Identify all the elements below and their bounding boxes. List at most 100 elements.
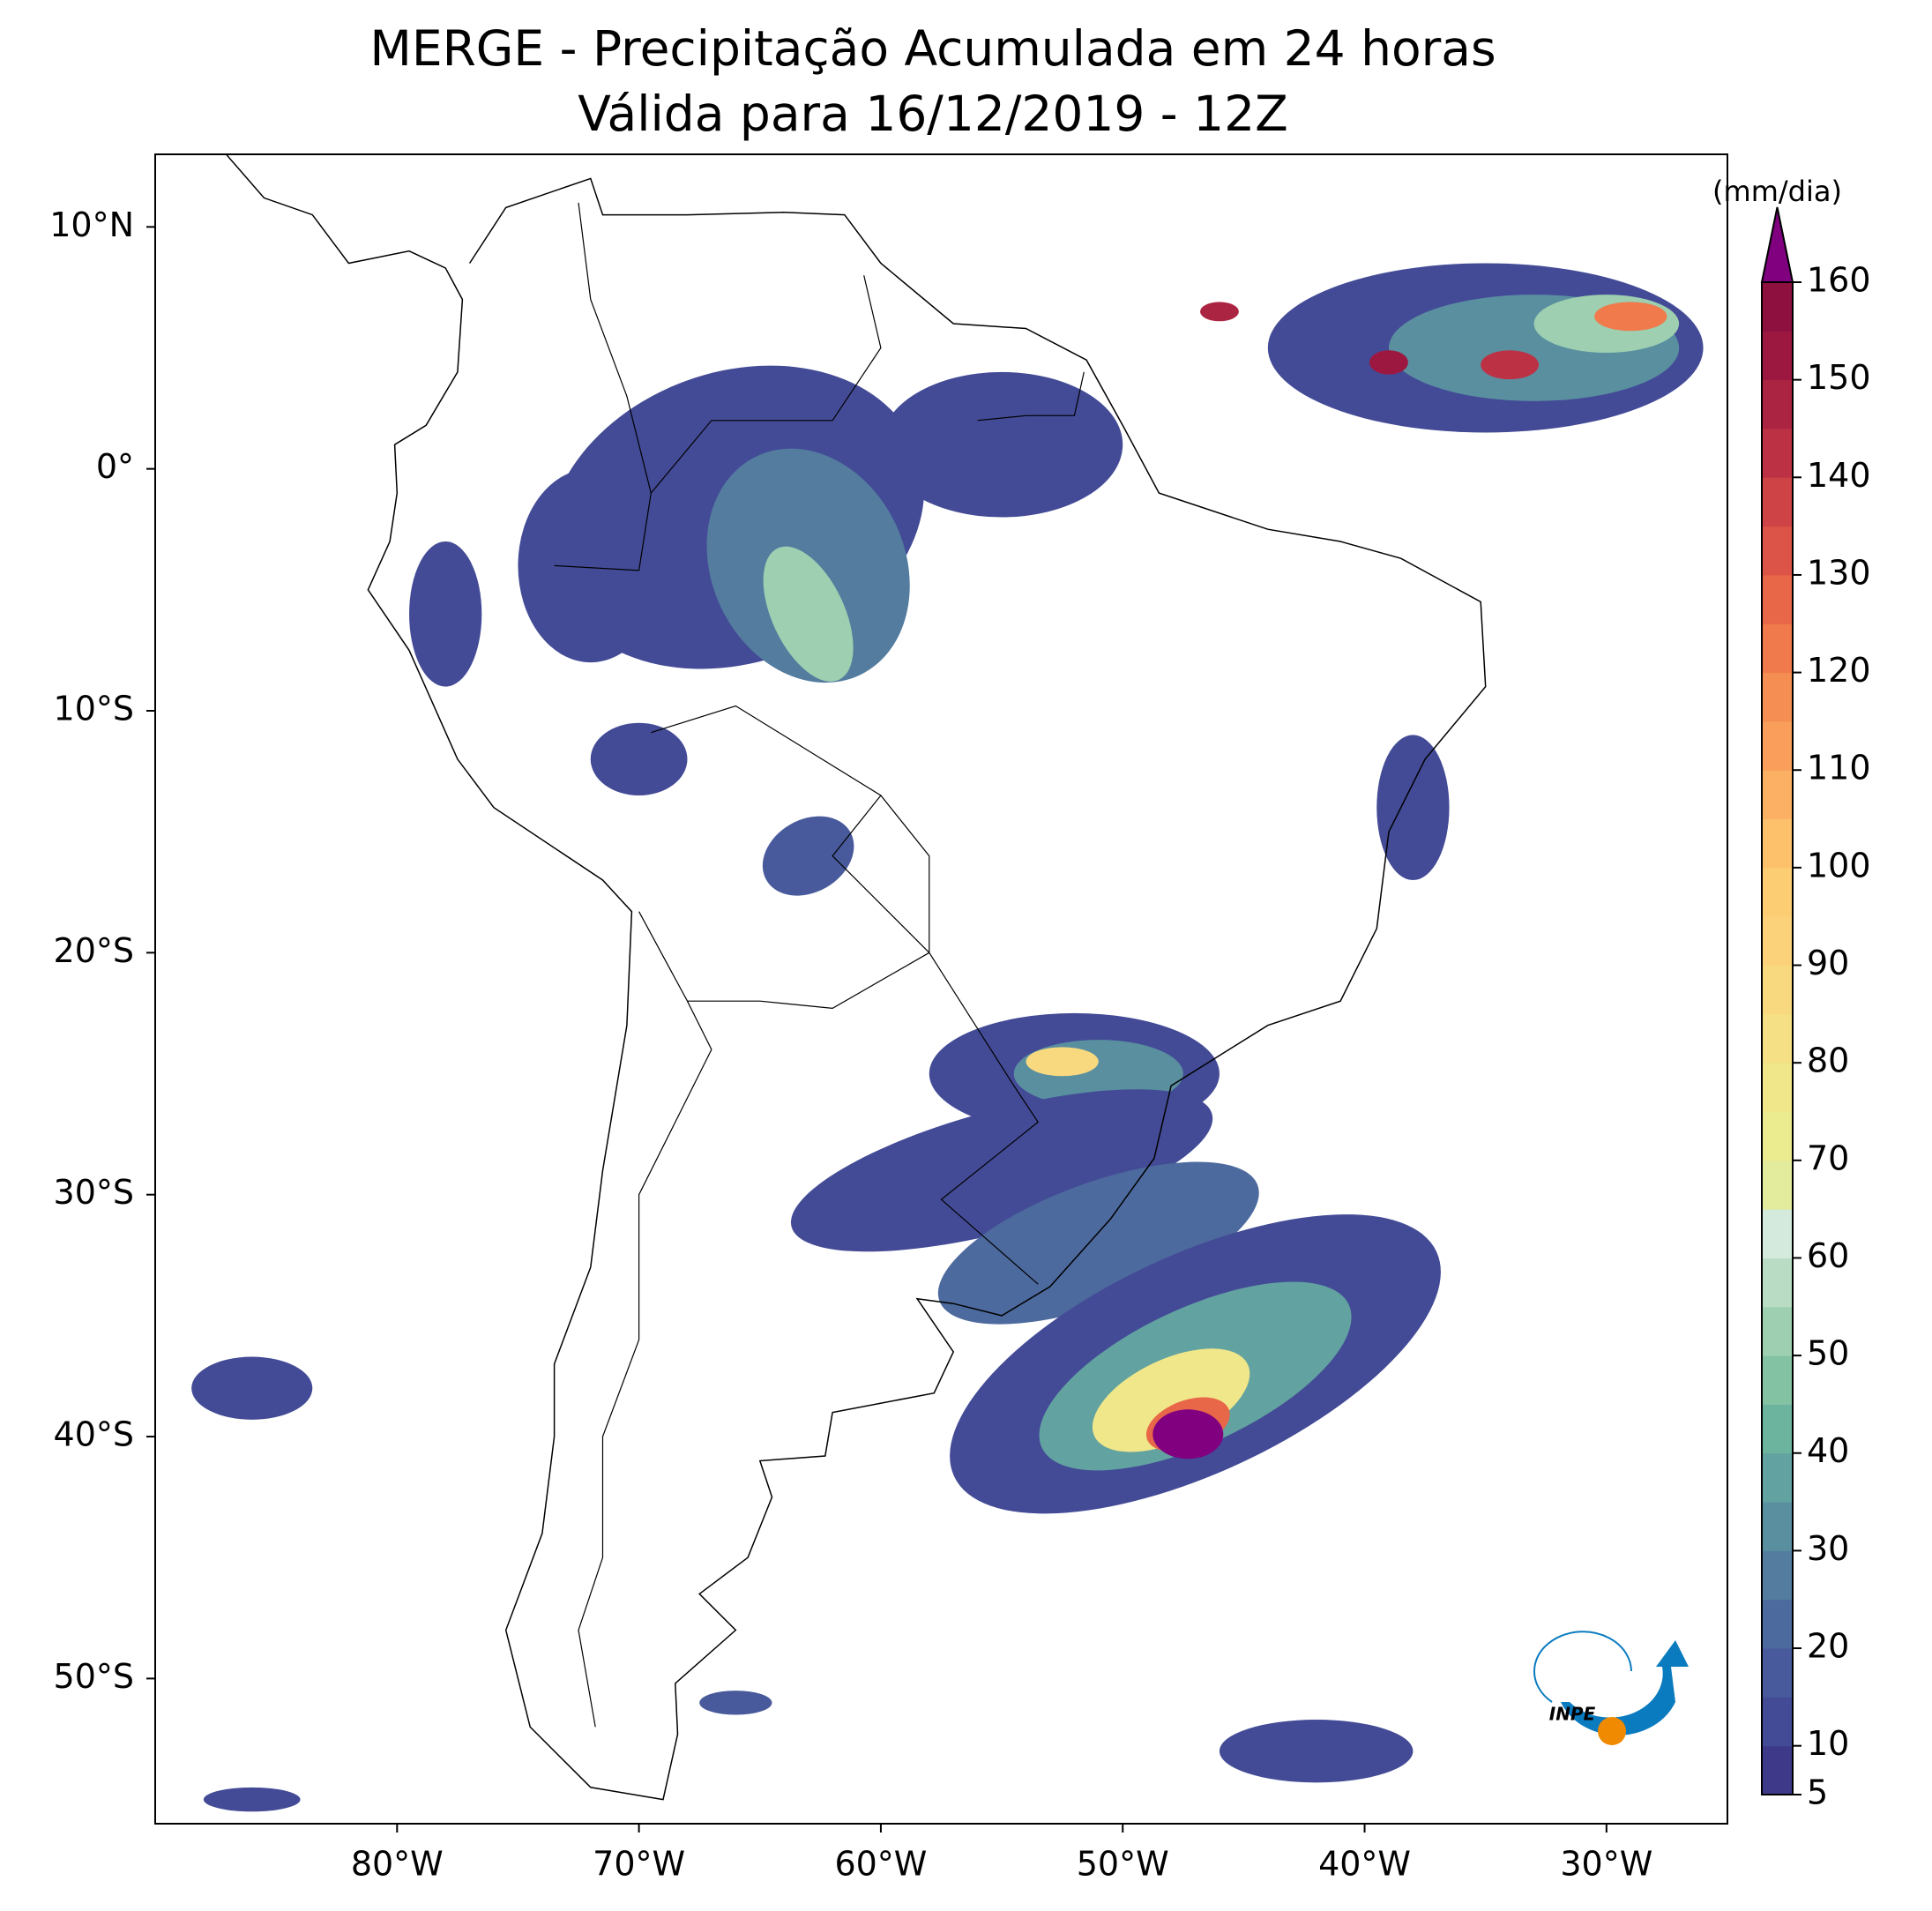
country-border [832, 795, 930, 953]
country-border [578, 1000, 712, 1728]
colorbar-tick-label: 100 [1807, 846, 1871, 885]
colorbar-bin [1762, 867, 1793, 917]
precip-area [1219, 1720, 1414, 1783]
y-tick-label: 10°N [49, 205, 134, 244]
colorbar-bin [1762, 1502, 1793, 1551]
precip-area [1481, 350, 1540, 380]
colorbar-bin [1762, 916, 1793, 967]
colorbar-bin [1762, 1599, 1793, 1649]
colorbar-bin [1762, 1697, 1793, 1747]
colorbar-tick-label: 150 [1807, 358, 1871, 397]
colorbar-extend [1760, 206, 1794, 283]
colorbar-tick-label: 70 [1807, 1138, 1849, 1177]
colorbar-bin [1762, 1013, 1793, 1064]
colorbar-tick-label: 120 [1807, 651, 1871, 690]
colorbar-tick-label: 140 [1807, 456, 1871, 495]
title-line: MERGE - Precipitação Acumulada em 24 hor… [369, 20, 1496, 77]
colorbar-frame [1761, 281, 1794, 1795]
country-border [977, 371, 1085, 422]
inpe-logo: INPE [1533, 1631, 1689, 1745]
precip-max [1152, 1409, 1224, 1459]
country-border [638, 911, 930, 1010]
y-tick-label: 30°S [54, 1173, 134, 1212]
precip-area [763, 546, 854, 682]
colorbar-tick-label: 40 [1807, 1431, 1849, 1470]
precip-area [937, 1161, 1259, 1325]
country-border [554, 275, 882, 571]
colorbar-tick-label: 110 [1807, 749, 1871, 788]
precip-area [790, 1089, 1213, 1252]
colorbar-bin [1762, 331, 1793, 381]
map-frame [154, 153, 1728, 1825]
y-tick-label: 0° [96, 447, 134, 486]
y-tick-label: 40°S [54, 1415, 134, 1454]
precip-area [1376, 735, 1450, 881]
x-tick-label: 80°W [351, 1845, 444, 1884]
colorbar-bin [1762, 1063, 1793, 1112]
colorbar-tick-label: 30 [1807, 1529, 1849, 1568]
precip-area [1092, 1348, 1250, 1452]
precip-area [1369, 350, 1408, 375]
colorbar-bin [1762, 379, 1793, 429]
colorbar-bin [1762, 1111, 1793, 1161]
x-tick-label: 60°W [834, 1845, 927, 1884]
logo-swoosh [1561, 1640, 1689, 1736]
colorbar-bin [1762, 720, 1793, 771]
colorbar-bin [1762, 672, 1793, 722]
colorbar-tick-label: 50 [1807, 1334, 1849, 1373]
colorbar-tick-label: 160 [1807, 261, 1871, 300]
colorbar-bin [1762, 477, 1793, 527]
x-tick-label: 70°W [593, 1845, 685, 1884]
colorbar-bin [1762, 282, 1793, 332]
colorbar-bin [1762, 1648, 1793, 1698]
y-tick-label: 20°S [54, 931, 134, 970]
colorbar-bin [1762, 623, 1793, 674]
colorbar-bin [1762, 770, 1793, 820]
colorbar-bin [1762, 526, 1793, 576]
precip-area [1200, 302, 1239, 322]
x-tick-label: 50°W [1077, 1845, 1169, 1884]
coastline [225, 154, 1487, 1801]
colorbar-tick-label: 90 [1807, 944, 1849, 982]
colorbar-bin [1762, 1404, 1793, 1454]
logo-dot [1598, 1717, 1626, 1745]
logo-orbit [1533, 1631, 1632, 1703]
colorbar-unit: (mm/dia) [1712, 175, 1842, 208]
colorbar-bin [1762, 1550, 1793, 1601]
precip-area [518, 468, 664, 663]
precip-area [203, 1787, 301, 1812]
colorbar-tick-label: 5 [1807, 1773, 1828, 1812]
colorbar-bin [1762, 574, 1793, 624]
precip-area [590, 722, 688, 796]
precip-area [1594, 302, 1667, 332]
title-line: Válida para 16/12/2019 - 12Z [578, 86, 1288, 142]
colorbar-bin [1762, 1745, 1793, 1795]
precip-area [1026, 1047, 1099, 1077]
precip-area [699, 1691, 772, 1715]
map-layer [191, 154, 1704, 1812]
colorbar-tick-label: 60 [1807, 1236, 1849, 1275]
country-border [578, 202, 652, 494]
colorbar-bin [1762, 1306, 1793, 1356]
colorbar-bin [1762, 818, 1793, 869]
colorbar-tick-label: 130 [1807, 553, 1871, 592]
colorbar-bin [1762, 1355, 1793, 1405]
precip-area [880, 371, 1123, 518]
colorbar-tick-label: 10 [1807, 1724, 1849, 1763]
precip-area [409, 541, 482, 687]
colorbar-bin [1762, 1258, 1793, 1308]
colorbar-bin [1762, 428, 1793, 478]
colorbar-bin [1762, 1209, 1793, 1258]
logo-text: INPE [1549, 1704, 1596, 1725]
colorbar-bin [1762, 1452, 1793, 1503]
colorbar-bin [1762, 1160, 1793, 1210]
precip-area [191, 1356, 313, 1420]
y-tick-label: 50°S [54, 1657, 134, 1696]
colorbar-tick-label: 80 [1807, 1041, 1849, 1080]
y-tick-label: 10°S [54, 690, 134, 728]
precip-area [762, 816, 854, 896]
x-tick-label: 30°W [1560, 1845, 1652, 1884]
colorbar-bin [1762, 965, 1793, 1015]
colorbar-tick-label: 20 [1807, 1627, 1849, 1666]
